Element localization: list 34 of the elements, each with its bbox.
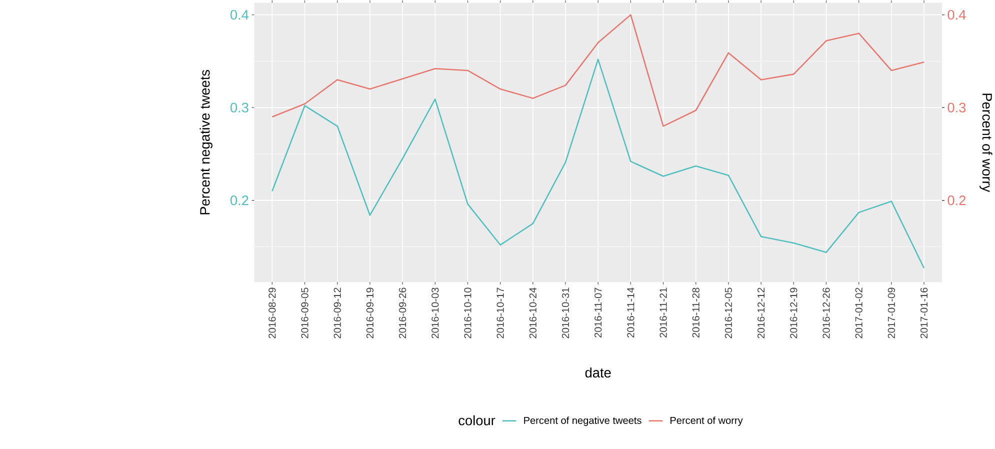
- line-series: [272, 58, 925, 269]
- y2-tick-label: 0.2: [948, 196, 966, 206]
- x-tick-label: 2016-09-19: [366, 288, 374, 338]
- x-tick-label: 2016-11-28: [692, 288, 700, 338]
- x-tick-label: 2017-01-16: [920, 288, 928, 338]
- x-tick-label: 2016-12-19: [790, 288, 798, 338]
- x-tick-label: 2016-10-10: [464, 288, 472, 338]
- y-tick-label: 0.4: [230, 10, 249, 20]
- legend-label: Percent of negative tweets: [524, 416, 642, 426]
- x-tick-label: 2017-01-09: [888, 288, 895, 338]
- x-tick-label: 2016-12-05: [724, 288, 732, 338]
- x-tick-label: 2016-09-05: [301, 288, 308, 338]
- x-tick-label: 2016-09-12: [334, 288, 341, 338]
- x-tick-label: 2016-10-24: [529, 288, 536, 338]
- x-tick-label: 2016-11-21: [660, 288, 667, 338]
- x-tick-label: 2017-01-02: [855, 288, 862, 338]
- x-tick-label: 2016-08-29: [268, 288, 276, 338]
- y2-tick-label: 0.3: [948, 102, 966, 112]
- x-tick-label: 2016-10-17: [496, 288, 504, 338]
- x-tick-label: 2016-12-12: [758, 288, 765, 338]
- y2-axis-title: Percent of worry: [980, 94, 992, 192]
- x-tick-label: 2016-10-31: [562, 288, 570, 338]
- x-tick-label: 2016-10-03: [432, 288, 439, 338]
- y-tick-label: 0.3: [230, 102, 248, 112]
- legend-label: Percent of worry: [670, 416, 743, 426]
- x-tick-label: 2016-11-07: [594, 288, 602, 338]
- x-axis-title: date: [585, 367, 611, 378]
- x-tick-label: 2016-11-14: [627, 288, 634, 338]
- x-tick-label: 2016-09-26: [398, 288, 406, 338]
- y-tick-label: 0.2: [230, 196, 248, 206]
- y-axis-title: Percent negative tweets: [200, 70, 212, 214]
- legend-title: colour: [458, 415, 496, 426]
- x-tick-label: 2016-12-26: [822, 288, 830, 338]
- y2-tick-label: 0.4: [948, 10, 966, 20]
